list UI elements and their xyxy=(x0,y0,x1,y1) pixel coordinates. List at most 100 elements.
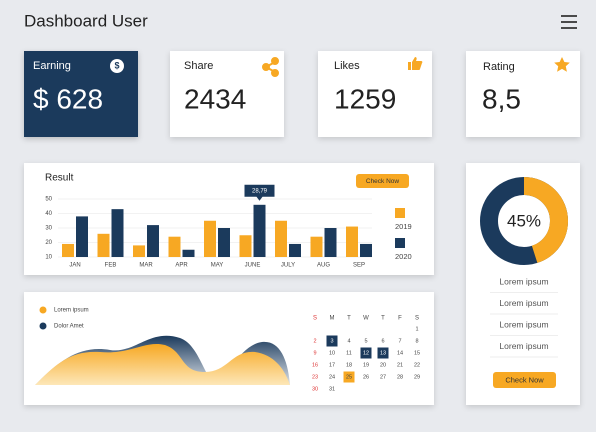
day: 27 xyxy=(380,374,386,380)
day: 24 xyxy=(329,374,335,380)
card-label: Likes xyxy=(334,60,360,72)
day: 25 xyxy=(346,374,352,380)
weekday: T xyxy=(381,316,385,322)
weekday: S xyxy=(415,316,419,322)
bar xyxy=(275,220,287,257)
legend-dot xyxy=(39,322,47,330)
bar xyxy=(239,235,252,257)
bar xyxy=(76,216,88,257)
weekday: S xyxy=(313,316,317,322)
legend-swatch xyxy=(395,238,405,248)
day: 1 xyxy=(415,326,418,332)
day: 3 xyxy=(330,338,333,344)
card-label: Rating xyxy=(483,61,515,73)
bar xyxy=(62,243,74,257)
day-highlight xyxy=(360,347,372,359)
weekday: W xyxy=(363,316,369,322)
x-tick-label: AUG xyxy=(317,263,330,269)
day: 11 xyxy=(346,350,352,356)
legend-label: 2019 xyxy=(395,222,412,231)
legend-label: Lorem ipsum xyxy=(54,308,89,314)
bar xyxy=(346,226,358,257)
day: 7 xyxy=(398,338,401,344)
card-value: 2434 xyxy=(184,83,246,114)
x-tick-label: APR xyxy=(175,263,188,269)
legend-swatch xyxy=(395,208,405,218)
card-value: 1259 xyxy=(334,83,396,114)
bar xyxy=(310,236,323,257)
page-title: Dashboard User xyxy=(24,11,148,30)
bar xyxy=(111,209,124,257)
button-label: Check Now xyxy=(366,178,400,185)
bar xyxy=(147,225,159,257)
y-tick-label: 30 xyxy=(45,226,52,232)
tooltip-text: 28,79 xyxy=(252,188,268,194)
day: 14 xyxy=(397,350,403,356)
day: 19 xyxy=(363,362,369,368)
list-item: Lorem ipsum xyxy=(499,341,548,351)
area-shape xyxy=(35,343,290,385)
legend-dot xyxy=(39,306,47,314)
legend-label: 2020 xyxy=(395,252,412,261)
day: 21 xyxy=(397,362,403,368)
day: 17 xyxy=(329,362,335,368)
day: 4 xyxy=(347,338,350,344)
weekday: F xyxy=(398,316,402,322)
day: 16 xyxy=(312,362,318,368)
donut-label: 45% xyxy=(507,211,541,230)
card-value: 8,5 xyxy=(482,83,521,114)
bar xyxy=(168,236,181,257)
donut-arc xyxy=(480,177,568,265)
x-tick-label: JUNE xyxy=(245,263,261,269)
x-tick-label: JAN xyxy=(69,263,80,269)
day: 22 xyxy=(414,362,420,368)
bar xyxy=(133,245,145,257)
day: 28 xyxy=(397,374,403,380)
day: 23 xyxy=(312,374,318,380)
day: 29 xyxy=(414,374,420,380)
bar xyxy=(182,249,195,257)
like-icon xyxy=(408,57,423,70)
day: 15 xyxy=(414,350,420,356)
day-highlight xyxy=(326,335,338,347)
weekday: T xyxy=(347,316,351,322)
day: 20 xyxy=(380,362,386,368)
menu-button[interactable] xyxy=(560,14,578,30)
x-tick-label: MAY xyxy=(211,263,224,269)
weekday: M xyxy=(330,316,335,322)
day: 12 xyxy=(363,350,369,356)
check-now-button[interactable]: Check Now xyxy=(356,174,409,188)
x-tick-label: SEP xyxy=(353,263,365,269)
x-tick-label: JULY xyxy=(281,263,295,269)
panel-title: Result xyxy=(45,173,74,184)
bar xyxy=(360,243,372,257)
bar xyxy=(324,228,337,257)
day: 13 xyxy=(380,350,386,356)
card-value: $ 628 xyxy=(33,83,103,114)
day: 30 xyxy=(312,386,318,392)
day: 9 xyxy=(313,350,316,356)
y-tick-label: 50 xyxy=(45,197,52,203)
card-label: Share xyxy=(184,60,213,72)
legend-label: Dolor Amet xyxy=(54,324,84,330)
bar xyxy=(218,228,230,257)
y-tick-label: 10 xyxy=(45,255,52,261)
icon xyxy=(110,59,124,73)
day: 2 xyxy=(313,338,316,344)
list-item: Lorem ipsum xyxy=(499,298,548,308)
x-tick-label: MAR xyxy=(139,263,153,269)
icon-text: $ xyxy=(114,60,119,70)
bar xyxy=(97,233,110,257)
star-icon xyxy=(554,57,570,72)
check-now-button[interactable]: Check Now xyxy=(493,372,556,388)
x-tick-label: FEB xyxy=(105,263,117,269)
day: 5 xyxy=(364,338,367,344)
day: 8 xyxy=(415,338,418,344)
day: 31 xyxy=(329,386,335,392)
tooltip xyxy=(244,184,275,201)
day-highlight xyxy=(343,371,355,383)
button-bg xyxy=(493,372,556,388)
day: 6 xyxy=(381,338,384,344)
